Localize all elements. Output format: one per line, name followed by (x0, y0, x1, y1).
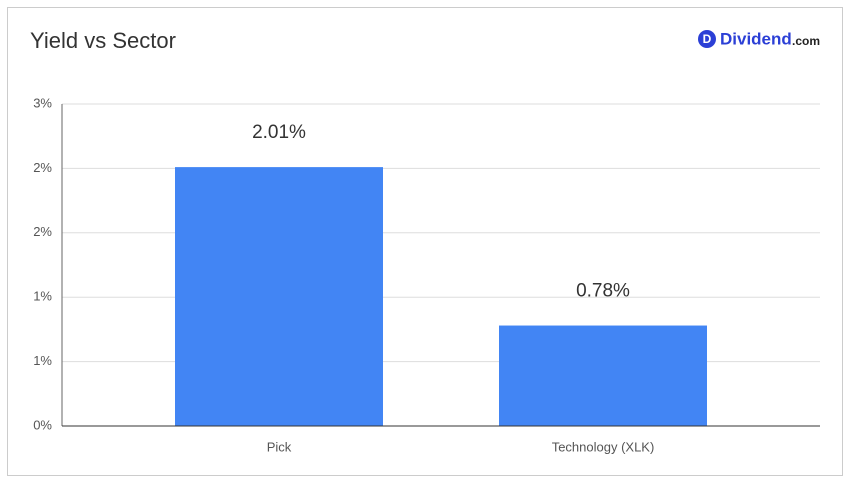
x-tick-label: Pick (267, 439, 292, 454)
bar (499, 325, 707, 426)
logo: D Dividend .com (698, 29, 820, 48)
value-label: 2.01% (252, 122, 306, 143)
logo-domain: .com (792, 34, 820, 48)
chart-frame (7, 7, 843, 476)
logo-icon: D (703, 32, 712, 46)
value-label: 0.78% (576, 281, 630, 302)
y-tick-label: 2% (33, 160, 52, 175)
chart-title: Yield vs Sector (30, 28, 176, 53)
bar (175, 167, 383, 426)
y-tick-label: 1% (33, 289, 52, 304)
logo-icon-circle (698, 30, 716, 48)
y-tick-label: 3% (33, 95, 52, 110)
y-tick-label: 1% (33, 353, 52, 368)
x-tick-label: Technology (XLK) (552, 439, 655, 454)
y-tick-label: 0% (33, 417, 52, 432)
y-tick-label: 2% (33, 224, 52, 239)
logo-name: Dividend (720, 29, 792, 48)
